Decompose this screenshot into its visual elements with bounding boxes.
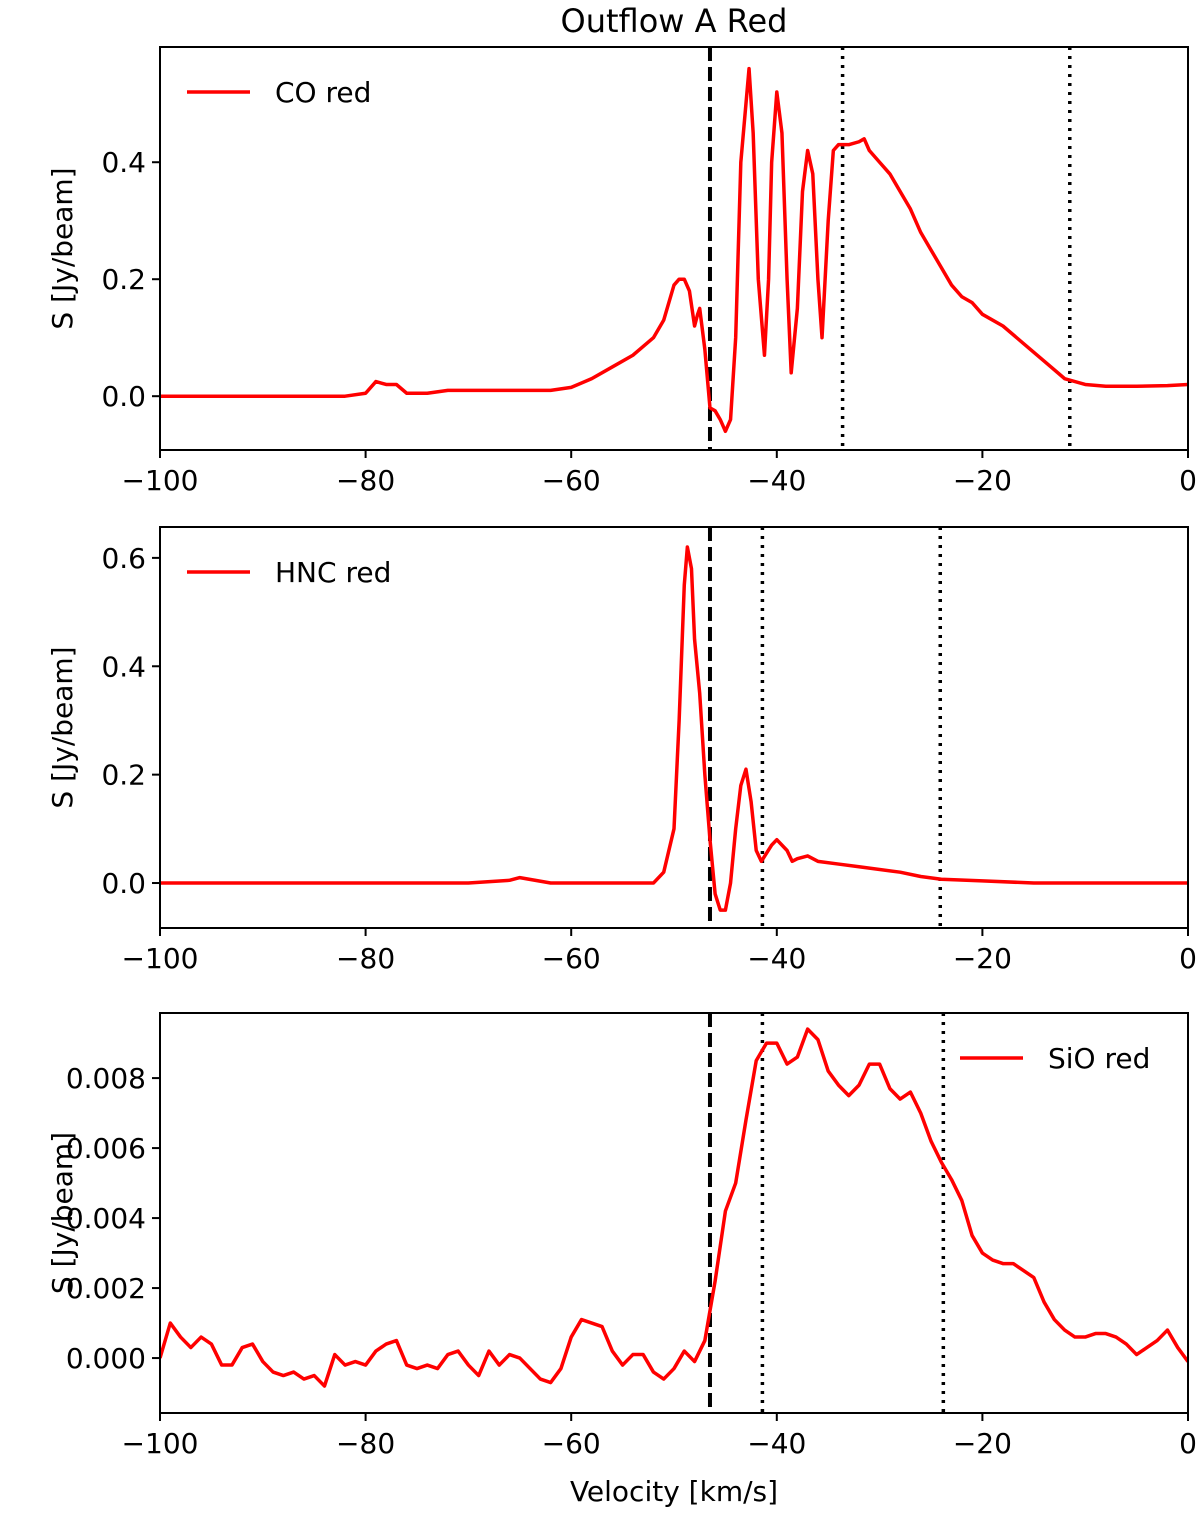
x-tick-label: −20 [953, 942, 1012, 975]
y-tick-label: 0.002 [66, 1272, 146, 1305]
x-tick-label: −20 [953, 464, 1012, 497]
y-tick-label: 0.006 [66, 1132, 146, 1165]
chart-title: Outflow A Red [561, 2, 788, 40]
x-tick-label: −40 [747, 464, 806, 497]
data-line [160, 1027, 1188, 1388]
x-tick-label: −100 [122, 464, 199, 497]
x-axis-label: Velocity [km/s] [570, 1475, 778, 1508]
panel: Outflow A Red −100 −80 −60 −40 −20 0 0.0 0.2 0.4 S… [46, 2, 1197, 497]
y-tick-label: 0.004 [66, 1202, 146, 1235]
y-axis-label: S [Jy/beam] [46, 646, 79, 808]
x-tick-label: −80 [336, 1427, 395, 1460]
y-tick-label: 0.4 [101, 650, 146, 683]
x-tick-label: −80 [336, 942, 395, 975]
y-tick-label: 0.000 [66, 1342, 146, 1375]
x-tick-label: 0 [1179, 464, 1197, 497]
data-line [160, 545, 1188, 912]
legend-label: HNC red [275, 556, 391, 589]
x-tick-label: −40 [747, 1427, 806, 1460]
panel: −100 −80 −60 −40 −20 0 0.0 0.2 0.4 0.6 S [Jy/beam]… [46, 526, 1197, 975]
x-tick-label: −100 [122, 1427, 199, 1460]
x-tick-label: 0 [1179, 942, 1197, 975]
x-tick-label: −40 [747, 942, 806, 975]
plot-frame [159, 46, 1189, 451]
y-tick-label: 0.0 [101, 867, 146, 900]
plot-frame [159, 526, 1189, 929]
x-tick-label: 0 [1179, 1427, 1197, 1460]
x-tick-label: −60 [542, 1427, 601, 1460]
y-tick-label: 0.0 [101, 380, 146, 413]
x-tick-label: −100 [122, 942, 199, 975]
panel: −100 −80 −60 −40 −20 0 0.000 0.002 0.004 0.006 0.0… [46, 1012, 1197, 1508]
data-line [160, 66, 1188, 434]
x-tick-label: −60 [542, 464, 601, 497]
y-axis-label: S [Jy/beam] [46, 1132, 79, 1294]
y-tick-label: 0.008 [66, 1062, 146, 1095]
legend-label: SiO red [1048, 1042, 1150, 1075]
y-axis-label: S [Jy/beam] [46, 167, 79, 329]
legend-label: CO red [275, 76, 371, 109]
x-tick-label: −60 [542, 942, 601, 975]
y-tick-label: 0.2 [101, 263, 146, 296]
y-tick-label: 0.2 [101, 759, 146, 792]
plot-frame [159, 1012, 1189, 1414]
x-tick-label: −80 [336, 464, 395, 497]
y-tick-label: 0.4 [101, 146, 146, 179]
y-tick-label: 0.6 [101, 542, 146, 575]
x-tick-label: −20 [953, 1427, 1012, 1460]
